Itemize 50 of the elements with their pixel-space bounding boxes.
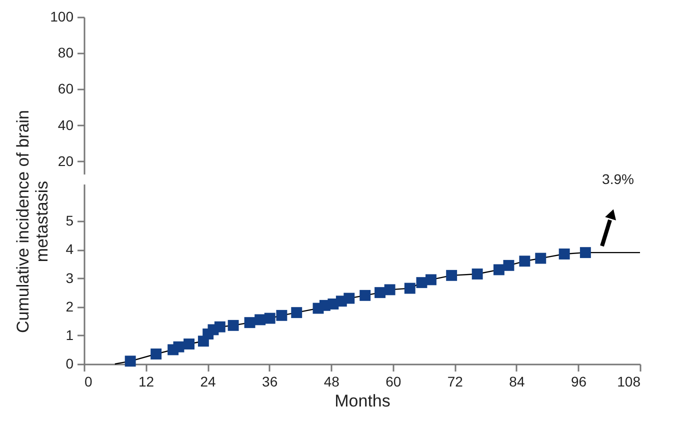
x-tick-label: 96 (570, 374, 587, 390)
x-tick-label: 12 (138, 374, 154, 390)
point (519, 256, 530, 267)
x-tick-label: 36 (262, 374, 278, 390)
point (360, 290, 371, 301)
y-tick-label: 1 (66, 326, 74, 343)
y-tick-label: 3 (66, 270, 74, 286)
annotation: 3.9% (602, 171, 634, 187)
point (214, 321, 226, 332)
point (446, 270, 458, 281)
point (173, 341, 184, 352)
x-axis-title: Months (334, 392, 390, 410)
point (276, 310, 288, 321)
y-tick-label: 100 (50, 8, 74, 24)
point (472, 268, 483, 280)
point (374, 287, 386, 298)
point (426, 274, 436, 286)
y-tick-label: 2 (66, 298, 74, 314)
point (416, 277, 428, 288)
point (244, 317, 256, 328)
y-axis-title: Cumulative incidence of brain metastasis (14, 110, 52, 334)
point (535, 252, 546, 264)
point (264, 312, 276, 324)
y-tick-label: 60 (58, 80, 74, 97)
point (150, 348, 162, 360)
y-tick-label: 5 (66, 212, 74, 229)
x-tick-label: 72 (447, 374, 464, 390)
point (254, 314, 266, 326)
x-tick-label: 24 (200, 374, 216, 390)
x-tick-label: 0 (84, 374, 92, 390)
x-tick-label: 108 (617, 374, 641, 390)
x-tick-label: 60 (386, 374, 402, 390)
point (503, 260, 514, 271)
point (404, 282, 416, 294)
y-tick-label: 4 (66, 241, 74, 258)
point (580, 247, 591, 258)
point (384, 284, 396, 296)
x-tick-label: 48 (324, 374, 340, 390)
point (124, 356, 136, 367)
y-tick-label: 0 (66, 356, 74, 372)
point (291, 307, 302, 318)
y-tick-label: 40 (58, 116, 74, 133)
point (493, 264, 504, 276)
point (558, 248, 570, 260)
y-tick-label: 80 (58, 44, 74, 61)
y-tick-label: 20 (58, 152, 74, 169)
point (184, 338, 194, 350)
x-tick-label: 84 (509, 374, 525, 390)
point (344, 292, 355, 304)
point (228, 320, 239, 331)
